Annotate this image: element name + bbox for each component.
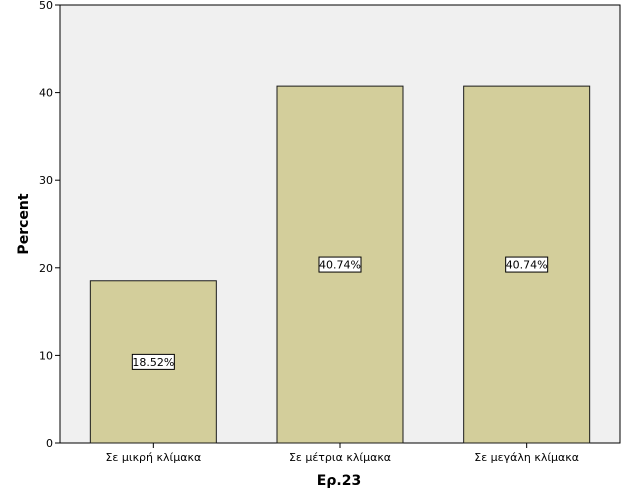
y-axis-title: Percent bbox=[16, 193, 32, 254]
x-tick-label: Σε μικρή κλίμακα bbox=[105, 451, 201, 464]
y-tick-label: 50 bbox=[39, 0, 53, 12]
data-label-box bbox=[318, 256, 362, 273]
y-tick-label: 10 bbox=[39, 349, 53, 362]
data-label-box bbox=[505, 256, 549, 273]
x-axis: Σε μικρή κλίμακα Σε μέτρια κλίμακα Σε μεγά… bbox=[105, 443, 579, 464]
data-label: 40.74% bbox=[506, 259, 548, 272]
bars-group: 18.52% 40.74% 40.74% bbox=[89, 85, 591, 444]
x-tick-label: Σε μέτρια κλίμακα bbox=[289, 451, 391, 464]
data-label: 40.74% bbox=[319, 259, 361, 272]
data-label: 18.52% bbox=[132, 356, 174, 369]
x-tick-label: Σε μεγάλη κλίμακα bbox=[474, 451, 579, 464]
y-tick-label: 40 bbox=[39, 87, 53, 100]
x-axis-title: Ερ.23 bbox=[317, 473, 361, 489]
y-tick-label: 20 bbox=[39, 262, 53, 275]
y-tick-label: 0 bbox=[46, 437, 53, 450]
y-tick-label: 30 bbox=[39, 174, 53, 187]
data-label-box bbox=[131, 353, 175, 370]
y-axis: 0 10 20 30 40 50 bbox=[39, 0, 60, 450]
